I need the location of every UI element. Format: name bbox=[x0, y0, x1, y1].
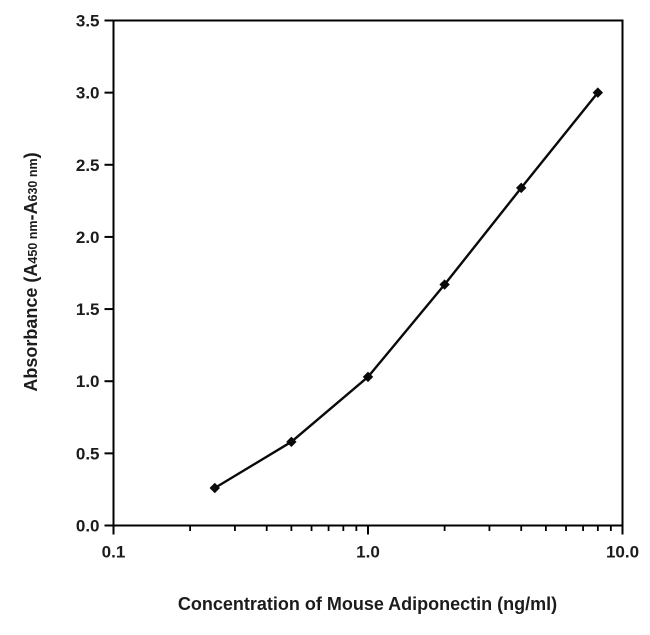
y-tick-label: 1.5 bbox=[76, 300, 100, 319]
y-tick-label: 1.0 bbox=[76, 372, 100, 391]
data-line bbox=[213, 91, 600, 490]
data-point-marker bbox=[516, 182, 527, 194]
data-point-marker bbox=[439, 279, 450, 290]
y-tick-label: 0.5 bbox=[76, 444, 100, 463]
data-point-marker bbox=[362, 371, 374, 383]
y-axis-label-subscript-450: 450 nm bbox=[26, 220, 40, 264]
y-tick-label: 0.0 bbox=[76, 517, 100, 536]
data-point-marker bbox=[592, 87, 604, 98]
y-tick-label: 2.5 bbox=[76, 156, 100, 175]
data-point-marker bbox=[286, 436, 297, 448]
y-tick-label: 3.5 bbox=[76, 12, 100, 31]
x-axis-label: Concentration of Mouse Adiponectin (ng/m… bbox=[177, 594, 558, 614]
y-axis-label-close-paren: ) bbox=[21, 152, 41, 159]
plot-frame bbox=[112, 19, 624, 527]
x-tick-label: 10.0 bbox=[606, 543, 639, 562]
y-tick-label: 2.0 bbox=[76, 228, 100, 247]
y-axis-label-subscript-630: 630 nm bbox=[26, 158, 40, 202]
x-tick-label: 0.1 bbox=[102, 543, 126, 562]
x-tick-label: 1.0 bbox=[356, 543, 380, 562]
y-tick-label: 3.0 bbox=[76, 84, 100, 103]
y-axis-label: Absorbance (A450 nm-A630 nm) bbox=[21, 138, 42, 406]
y-axis-label-dash: -A bbox=[21, 201, 41, 221]
data-point-marker bbox=[209, 482, 220, 494]
y-axis-label-text: Absorbance (A bbox=[21, 263, 41, 392]
